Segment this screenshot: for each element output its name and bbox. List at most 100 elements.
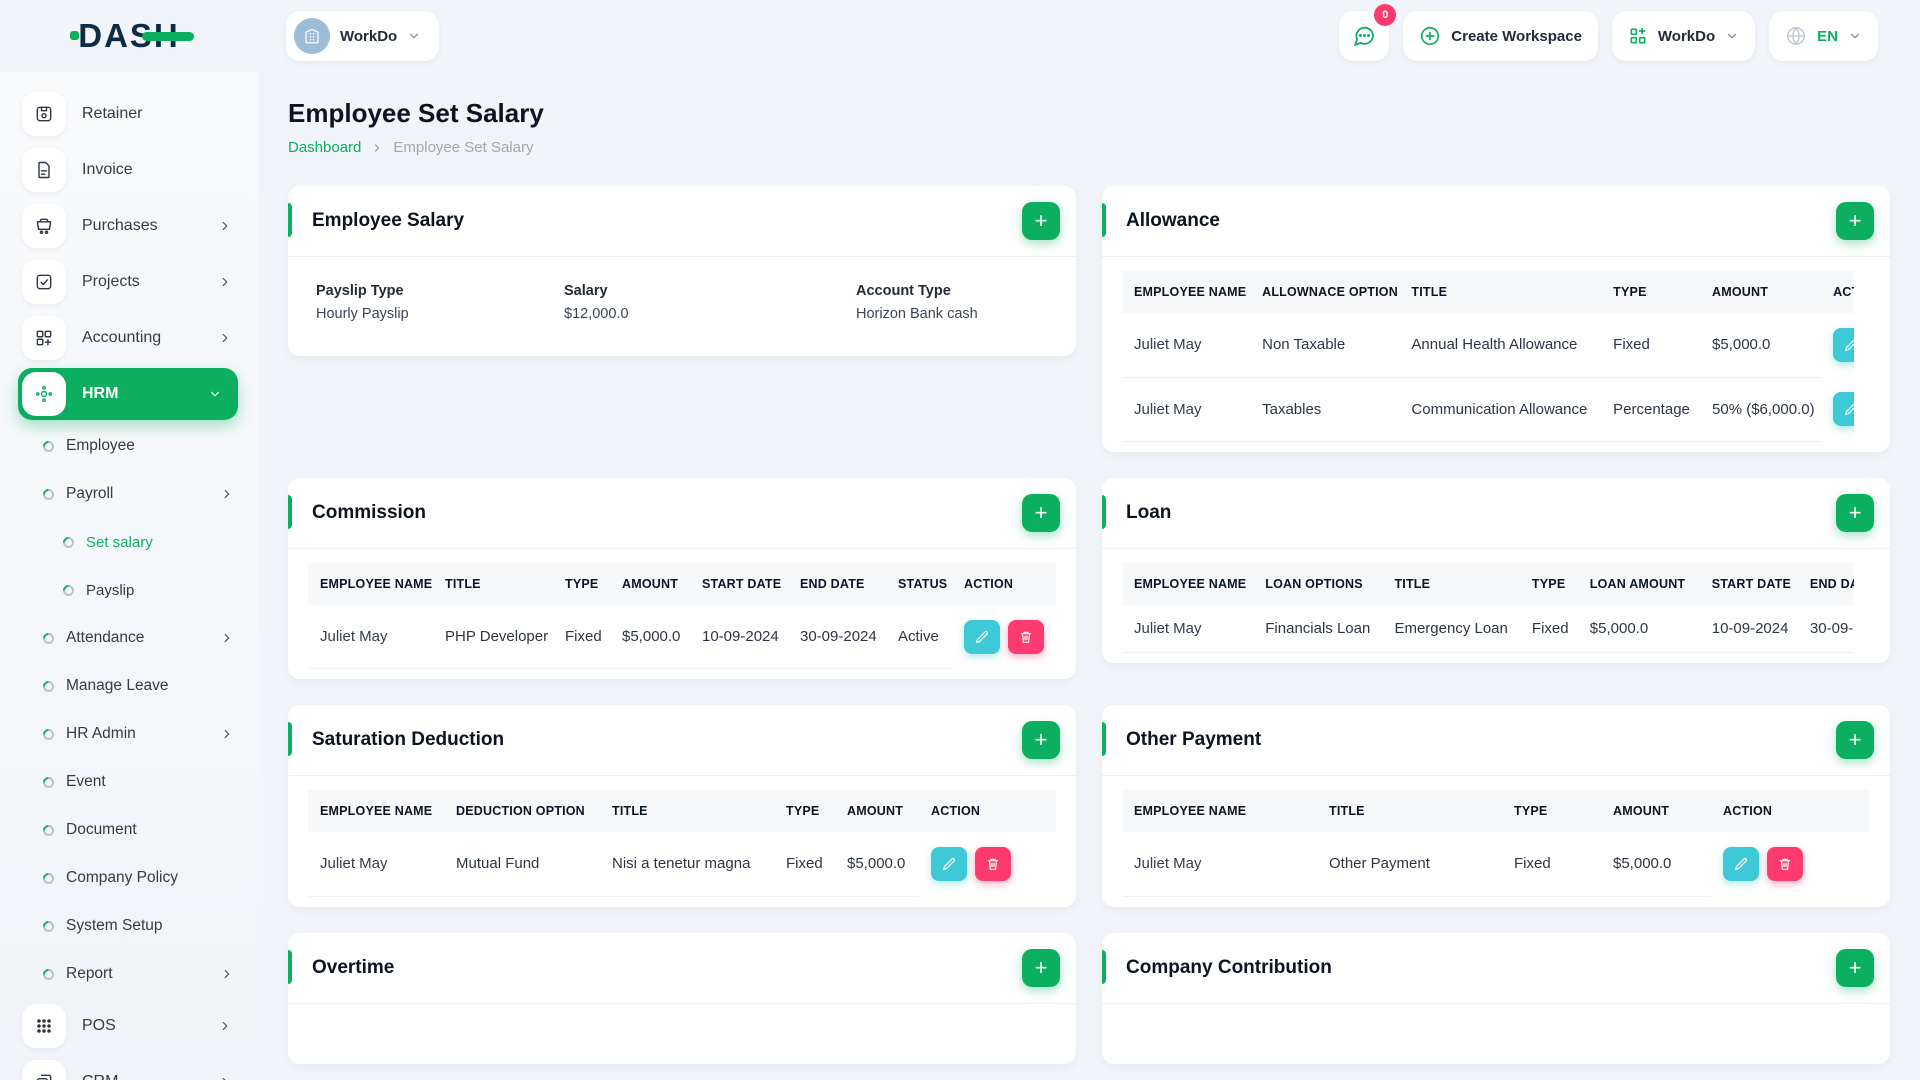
table-row: Juliet May Financials Loan Emergency Loan F… — [1122, 604, 1854, 653]
sidebar-item-company-policy[interactable]: Company Policy — [0, 854, 258, 902]
card-title: Saturation Deduction — [312, 729, 505, 750]
card-title: Commission — [312, 501, 427, 523]
language-code: EN — [1817, 27, 1838, 45]
sidebar-item-payslip[interactable]: Payslip — [0, 566, 258, 614]
bullet-icon — [40, 774, 57, 790]
table-cell: Active — [886, 604, 952, 669]
edit-button[interactable] — [1833, 392, 1854, 426]
delete-button[interactable] — [1767, 847, 1803, 881]
commission-table-wrap: EMPLOYEE NAME TITLE TYPE AMOUNT START DATE EN… — [308, 562, 1056, 669]
add-employee-salary-button[interactable]: + — [1022, 202, 1060, 240]
purchases-icon — [22, 204, 66, 248]
bullet-icon — [40, 630, 57, 646]
table-cell: Fixed — [1502, 832, 1601, 897]
workspace-switcher[interactable]: WorkDo — [286, 11, 440, 61]
column-header: TITLE — [600, 790, 774, 832]
data-table: EMPLOYEE NAME DEDUCTION OPTION TITLE TYPE AM… — [308, 790, 1056, 897]
commission-card: Commission + EMPLOYEE NAME TITLE TYPE AMOUN… — [288, 477, 1076, 679]
table-cell: Other Payment — [1317, 832, 1502, 897]
table-cell: $5,000.0 — [1601, 832, 1711, 897]
column-header: ACTION — [1821, 271, 1854, 313]
delete-button[interactable] — [1008, 619, 1044, 654]
sidebar-item-purchases[interactable]: Purchases — [0, 198, 258, 254]
column-header: END DATE — [1797, 562, 1854, 605]
data-table: EMPLOYEE NAME TITLE TYPE AMOUNT START DATE EN… — [308, 562, 1056, 669]
create-workspace-button[interactable]: Create Workspace — [1403, 11, 1598, 61]
chevron-down-icon — [410, 33, 419, 39]
chevron-down-icon — [1850, 33, 1860, 39]
sidebar-item-set-salary[interactable]: Set salary — [0, 518, 258, 566]
sidebar-item-employee[interactable]: Employee — [0, 422, 258, 470]
plus-circle-icon — [1421, 26, 1440, 46]
table-cell: Annual Health Allowance — [1399, 313, 1602, 378]
crm-icon — [22, 1060, 66, 1080]
bullet-icon — [40, 918, 57, 934]
add-commission-button[interactable]: + — [1022, 493, 1060, 532]
bullet-icon — [40, 822, 57, 838]
logo-accent-bar — [141, 32, 194, 41]
chevron-right-icon — [224, 633, 230, 643]
add-saturation-deduction-button[interactable]: + — [1022, 721, 1060, 759]
card-title: Company Contribution — [1126, 956, 1332, 978]
sidebar-item-hr-admin[interactable]: HR Admin — [0, 710, 258, 758]
chevron-right-icon — [224, 969, 230, 979]
edit-button[interactable] — [931, 847, 967, 881]
table-cell: $5,000.0 — [1577, 604, 1700, 653]
table-cell: 50% ($6,000.0) — [1700, 377, 1822, 442]
chevron-right-icon — [222, 221, 228, 231]
edit-button[interactable] — [1723, 847, 1759, 881]
column-header: ALLOWNACE OPTION — [1250, 271, 1400, 313]
column-header: AMOUNT — [610, 562, 690, 605]
table-cell: Fixed — [774, 832, 835, 897]
chevron-right-icon — [224, 729, 230, 739]
bullet-icon — [40, 486, 57, 502]
table-cell: Fixed — [1519, 604, 1578, 653]
sidebar-item-projects[interactable]: Projects — [0, 254, 258, 310]
chevron-right-icon — [224, 489, 230, 499]
card-title: Overtime — [312, 956, 395, 978]
retainer-icon — [22, 92, 66, 136]
add-overtime-button[interactable]: + — [1022, 948, 1060, 987]
sidebar-item-crm[interactable]: CRM — [0, 1054, 258, 1080]
main-content: Employee Set Salary Dashboard Employee S… — [258, 72, 1920, 1080]
sidebar-item-attendance[interactable]: Attendance — [0, 614, 258, 662]
workdo-menu-button[interactable]: WorkDo — [1611, 11, 1756, 61]
workdo-menu-label: WorkDo — [1657, 27, 1716, 45]
salary-field: Payslip Type Hourly Payslip — [316, 283, 409, 322]
column-header: ACTION — [919, 790, 1056, 832]
sidebar-item-document[interactable]: Document — [0, 806, 258, 854]
sidebar-item-retainer[interactable]: Retainer — [0, 86, 258, 142]
data-table: EMPLOYEE NAME LOAN OPTIONS TITLE TYPE LOAN A… — [1122, 562, 1854, 653]
accounting-icon — [22, 316, 66, 360]
add-allowance-button[interactable]: + — [1836, 202, 1874, 240]
sidebar-item-event[interactable]: Event — [0, 758, 258, 806]
delete-button[interactable] — [975, 847, 1011, 881]
add-loan-button[interactable]: + — [1836, 493, 1874, 532]
app-logo[interactable]: DASH — [70, 17, 194, 55]
add-company-contribution-button[interactable]: + — [1836, 948, 1874, 987]
sidebar-item-system-setup[interactable]: System Setup — [0, 902, 258, 950]
messages-count-badge: 0 — [1374, 4, 1397, 26]
column-header: TITLE — [1399, 271, 1602, 313]
sidebar-item-manage-leave[interactable]: Manage Leave — [0, 662, 258, 710]
sidebar-item-report[interactable]: Report — [0, 950, 258, 998]
globe-icon — [1787, 26, 1806, 46]
sidebar-item-invoice[interactable]: Invoice — [0, 142, 258, 198]
bullet-icon — [40, 438, 57, 454]
sidebar-item-accounting[interactable]: Accounting — [0, 310, 258, 366]
edit-button[interactable] — [1833, 328, 1854, 362]
sidebar-item-hrm[interactable]: HRM — [18, 368, 238, 420]
table-cell: 30-09-2024 — [788, 604, 886, 669]
breadcrumb-dashboard-link[interactable]: Dashboard — [288, 139, 362, 156]
add-other-payment-button[interactable]: + — [1836, 721, 1874, 759]
invoice-icon — [22, 148, 66, 192]
edit-button[interactable] — [964, 619, 1000, 654]
employee-salary-card: Employee Salary + Payslip Type Hourly Pa… — [288, 186, 1076, 356]
sidebar-item-pos[interactable]: POS — [0, 998, 258, 1054]
workspace-name: WorkDo — [340, 27, 398, 45]
table-row: Juliet May PHP Developer Fixed $5,000.0 10-0… — [308, 604, 1056, 669]
messages-button[interactable]: 0 — [1339, 4, 1397, 61]
table-cell: PHP Developer — [433, 604, 553, 669]
sidebar-item-payroll[interactable]: Payroll — [0, 470, 258, 518]
language-selector[interactable]: EN — [1769, 11, 1878, 61]
